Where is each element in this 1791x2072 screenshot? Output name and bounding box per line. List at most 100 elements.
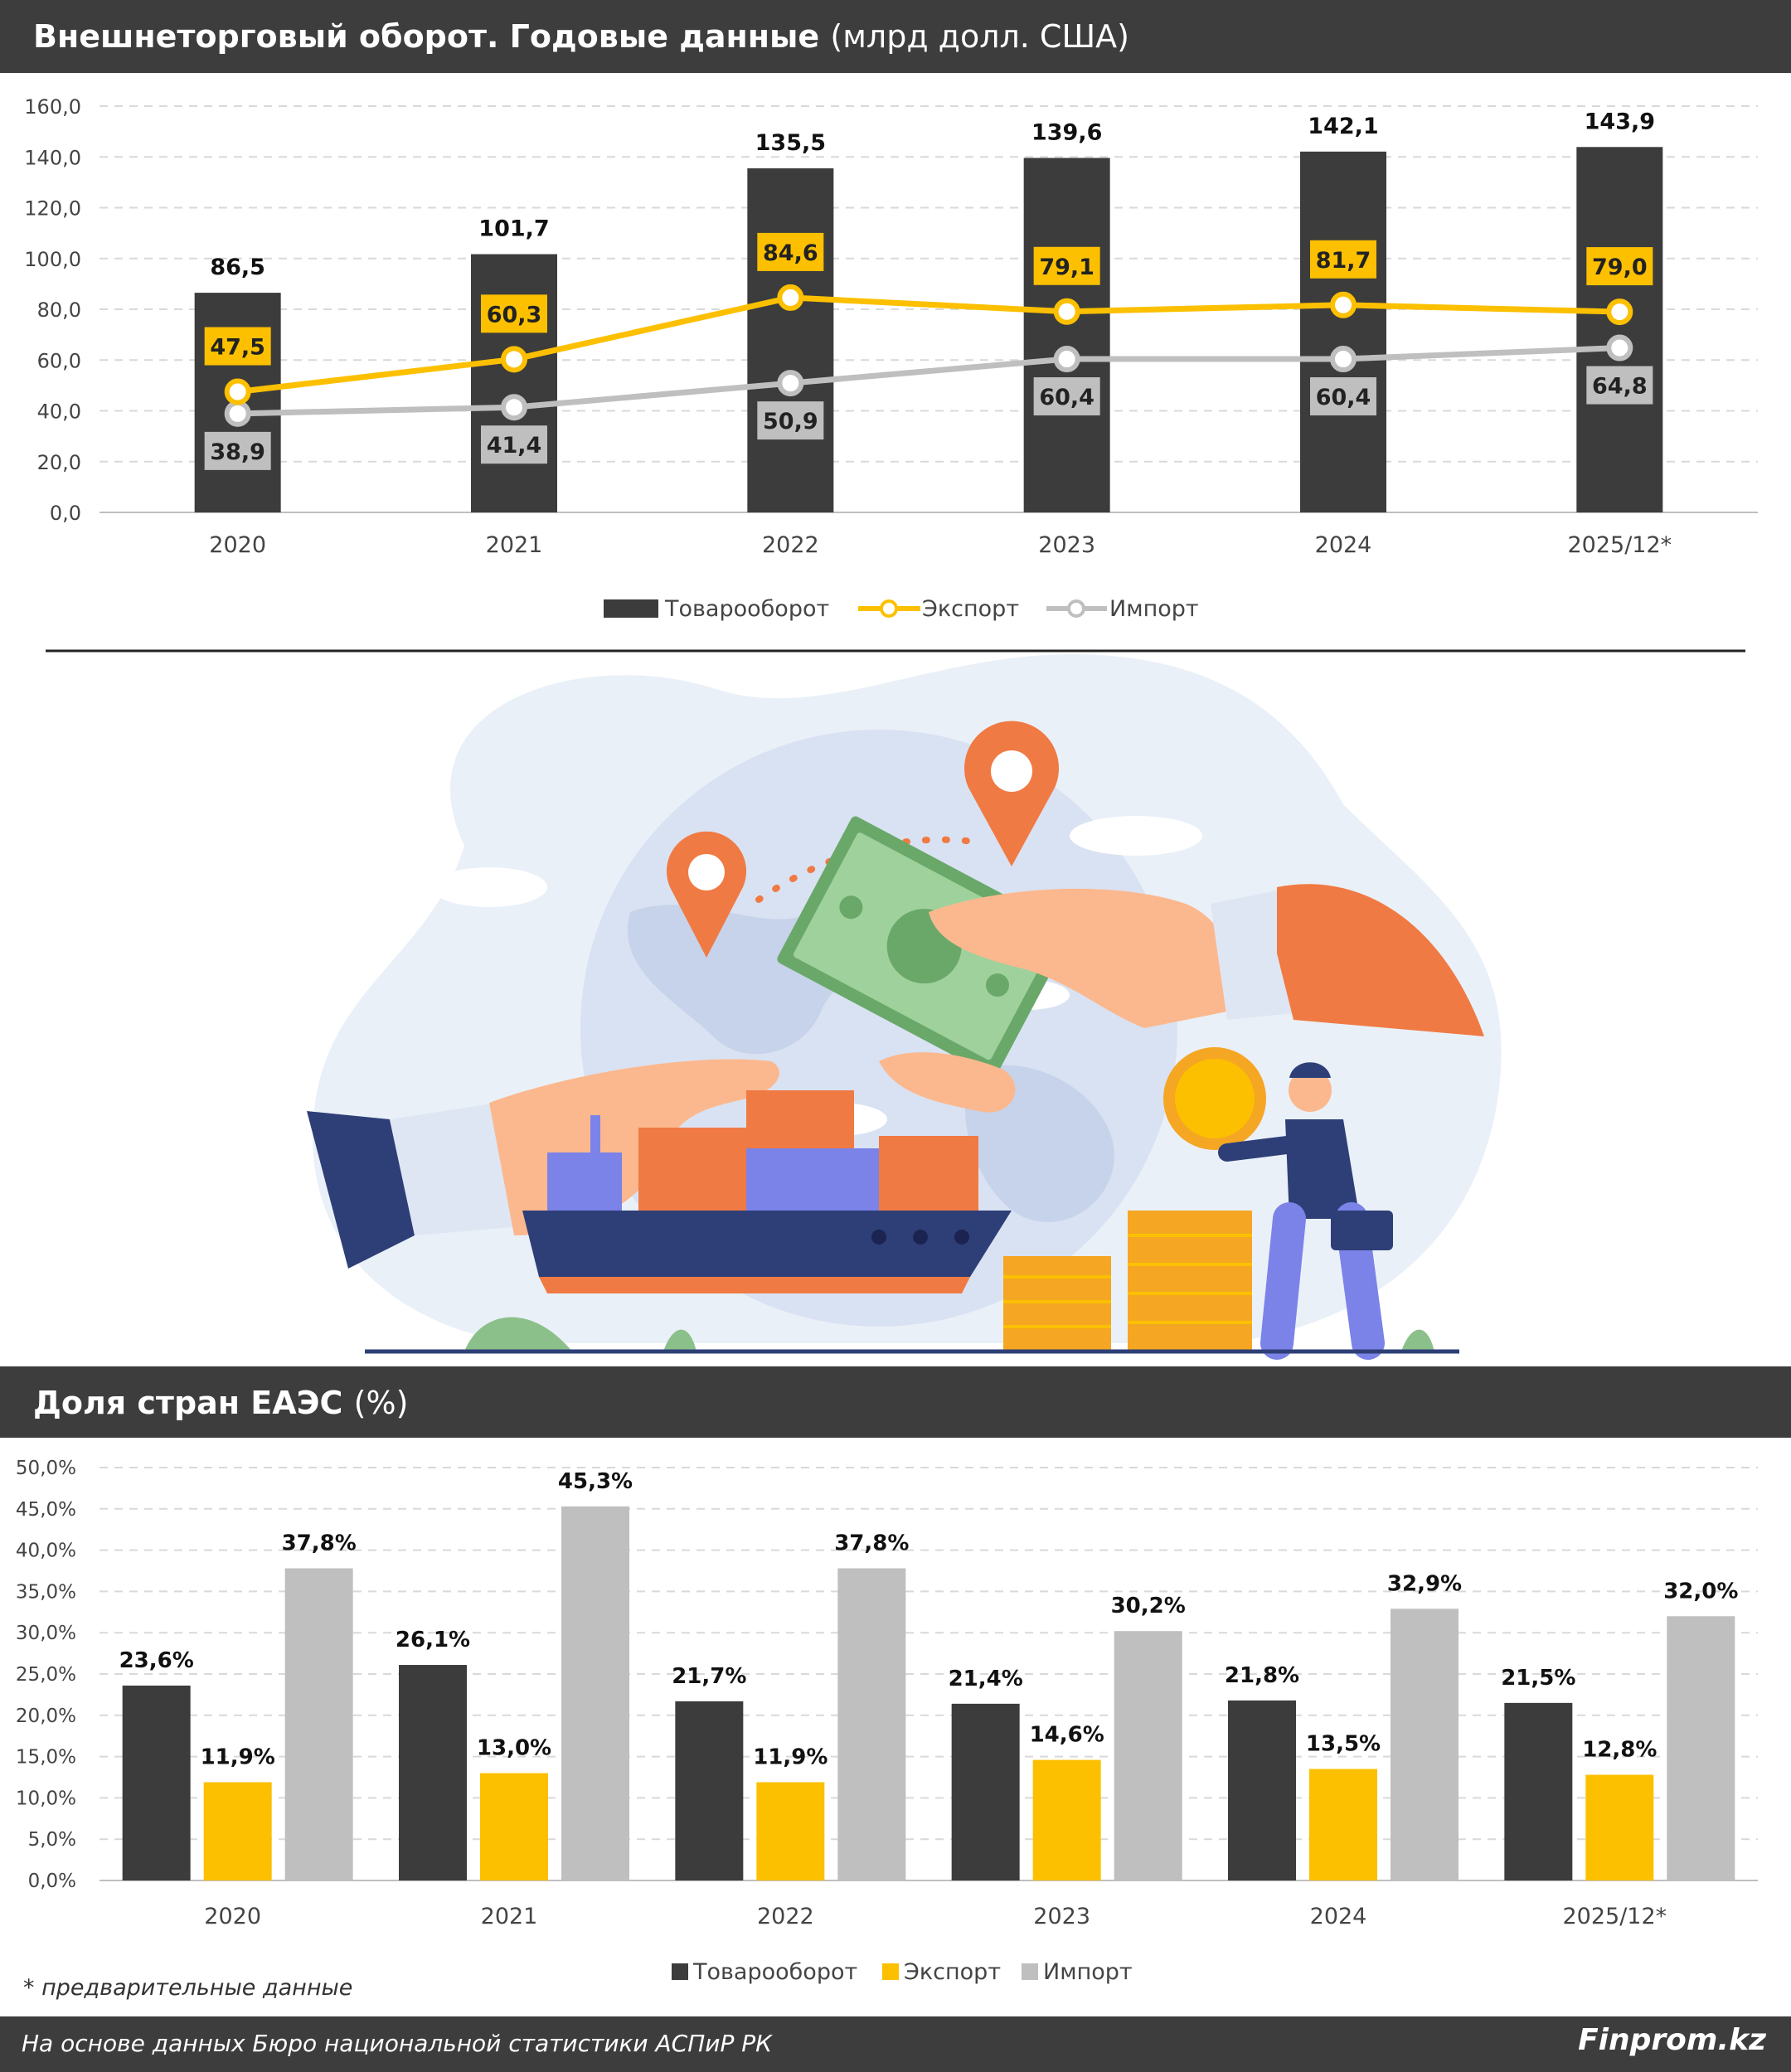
x-tick-label: 2025/12* [1567, 532, 1672, 558]
export-point [1330, 291, 1357, 318]
export-line [237, 294, 1620, 395]
cargo-ship-icon [522, 1090, 1012, 1293]
turnover-data-label: 142,1 [1308, 114, 1378, 139]
export-data-label: 11,9% [201, 1744, 275, 1769]
import-data-label: 64,8 [1592, 374, 1648, 400]
map-pin-icon [667, 831, 746, 958]
import-label-box [1586, 366, 1653, 405]
trade-illustration [307, 654, 1502, 1360]
legend-label-turnover: Товарооборот [664, 596, 829, 622]
turnover-data-label: 21,4% [949, 1667, 1023, 1691]
x-tick-label: 2021 [481, 1904, 538, 1929]
y-tick-label: 160,0 [24, 95, 81, 119]
export-label-box [1586, 247, 1653, 286]
turnover-data-label: 135,5 [755, 130, 826, 156]
chart-title-trade: Внешнеторговый оборот. Годовые данные (м… [33, 18, 1129, 55]
legend-swatch-turnover [604, 599, 658, 618]
import-label-box [1310, 377, 1376, 416]
export-bar [1585, 1774, 1654, 1880]
x-tick-label: 2023 [1033, 1904, 1090, 1929]
y-tick-label: 80,0 [37, 298, 81, 322]
export-data-label: 11,9% [753, 1744, 828, 1769]
import-bar [561, 1506, 629, 1880]
export-bar [1309, 1769, 1377, 1880]
export-point [1053, 298, 1080, 325]
y-tick-label: 140,0 [24, 146, 81, 169]
x-tick-label: 2024 [1315, 532, 1372, 558]
turnover-bar [1576, 147, 1663, 512]
import-data-label: 60,4 [1316, 385, 1371, 410]
import-point [501, 394, 527, 421]
x-tick-label: 2022 [757, 1904, 814, 1929]
export-data-label: 14,6% [1030, 1723, 1104, 1748]
export-bar [756, 1782, 825, 1880]
turnover-bar [1300, 151, 1386, 512]
export-point [501, 346, 527, 373]
turnover-data-label: 101,7 [478, 216, 549, 242]
turnover-bar [675, 1701, 744, 1880]
chart-title-eaeu: Доля стран ЕАЭС (%) [33, 1385, 408, 1421]
import-data-label: 60,4 [1039, 385, 1094, 410]
x-tick-label: 2025/12* [1562, 1904, 1667, 1929]
import-data-label: 32,9% [1387, 1571, 1462, 1596]
import-point [777, 370, 804, 397]
y-tick-label: 0,0 [50, 502, 81, 525]
legend-marker-import [1067, 599, 1085, 618]
export-data-label: 79,0 [1592, 255, 1648, 280]
import-point [1053, 346, 1080, 373]
x-tick-label: 2020 [204, 1904, 261, 1929]
trade-turnover-chart: 0,0 20,0 40,0 60,0 80,0 100,0 120,0 140,0 160,0 2… [24, 95, 1758, 653]
legend-label-export: Экспорт [904, 1959, 1001, 1985]
y-tick-label: 0,0% [28, 1871, 76, 1892]
cash-icon [777, 816, 1071, 1076]
import-label-box [481, 425, 547, 464]
legend-label-import: Импорт [1109, 596, 1199, 622]
import-point [1606, 334, 1633, 362]
coin-stacks-icon [1003, 1211, 1252, 1351]
turnover-data-label: 21,7% [672, 1664, 746, 1689]
y-tick-label: 30,0% [16, 1623, 76, 1644]
y-tick-label: 40,0 [37, 400, 81, 424]
import-line [237, 345, 1620, 417]
export-data-label: 13,0% [477, 1736, 551, 1761]
chart-title-trade-text: Внешнеторговый оборот. Годовые данные [33, 18, 820, 55]
import-bar [837, 1568, 906, 1880]
legend-label-import: Импорт [1043, 1959, 1133, 1985]
export-label-box [1310, 240, 1376, 279]
turnover-data-label: 86,5 [210, 255, 265, 280]
import-label-box [204, 431, 271, 470]
export-data-label: 47,5 [210, 335, 265, 361]
turnover-data-label: 21,8% [1225, 1663, 1299, 1688]
header-band-trade: Внешнеторговый оборот. Годовые данные (м… [0, 0, 1791, 73]
turnover-bar [951, 1703, 1020, 1880]
y-tick-label: 120,0 [24, 197, 81, 221]
export-label-box [1033, 246, 1100, 285]
import-data-label: 38,9 [210, 439, 265, 465]
y-tick-label: 45,0% [16, 1499, 76, 1521]
map-pin-icon [964, 721, 1059, 866]
import-data-label: 45,3% [558, 1469, 633, 1494]
footer-brand[interactable]: Finprom.kz [1578, 2023, 1766, 2057]
legend-marker-export [880, 599, 898, 618]
y-tick-label: 50,0% [16, 1458, 76, 1479]
hand-right [879, 884, 1484, 1113]
legend-label-turnover: Товарооборот [692, 1959, 857, 1985]
footer-source: На основе данных Бюро национальной стати… [22, 2030, 773, 2057]
export-data-label: 13,5% [1306, 1732, 1381, 1757]
legend-swatch-turnover [672, 1963, 688, 1980]
export-label-box [204, 327, 271, 366]
import-point [1330, 346, 1357, 373]
import-bar [284, 1568, 353, 1880]
legend-swatch-import [1022, 1963, 1038, 1980]
export-data-label: 84,6 [763, 240, 818, 266]
x-tick-label: 2020 [209, 532, 266, 558]
turnover-data-label: 21,5% [1501, 1666, 1575, 1691]
export-bar [480, 1773, 548, 1880]
x-tick-label: 2024 [1310, 1904, 1367, 1929]
y-tick-label: 100,0 [24, 248, 81, 271]
import-data-label: 41,4 [487, 433, 542, 459]
y-tick-label: 20,0% [16, 1706, 76, 1727]
y-tick-label: 60,0 [37, 349, 81, 372]
export-label-box [757, 232, 824, 271]
y-tick-label: 15,0% [16, 1747, 76, 1769]
